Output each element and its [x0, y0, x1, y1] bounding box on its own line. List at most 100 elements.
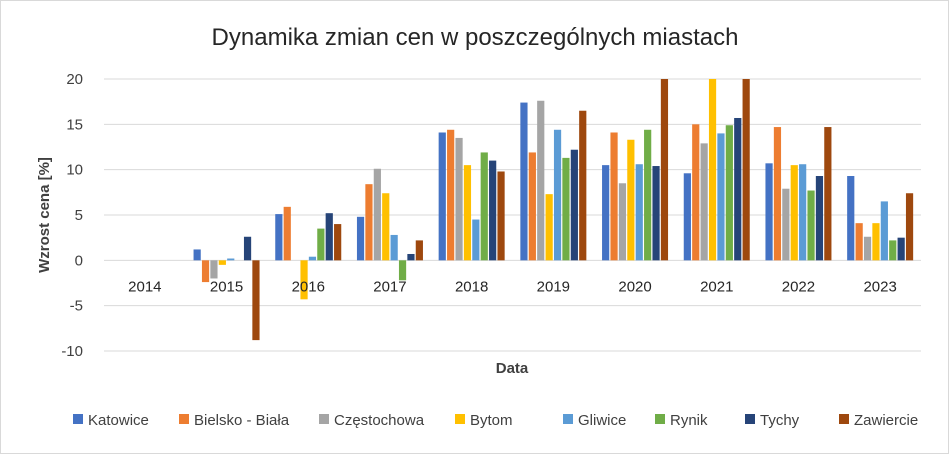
- bar: [765, 163, 773, 261]
- bar: [660, 79, 669, 261]
- bar: [562, 157, 570, 261]
- bar: [905, 193, 914, 261]
- x-tick-label: 2021: [700, 278, 733, 295]
- legend-label: Zawiercie: [854, 412, 918, 429]
- bar: [365, 184, 373, 261]
- x-axis-title: Data: [496, 360, 529, 377]
- legend-label: Tychy: [760, 412, 800, 429]
- bar: [692, 124, 700, 261]
- bar: [398, 260, 407, 281]
- bar: [528, 152, 536, 261]
- bar: [537, 100, 545, 261]
- bar: [308, 256, 317, 261]
- bar: [334, 224, 342, 261]
- x-tick-label: 2016: [292, 278, 325, 295]
- bar: [627, 139, 635, 261]
- bar: [799, 164, 807, 261]
- bar: [807, 190, 815, 261]
- legend-swatch: [73, 414, 83, 424]
- legend-swatch: [179, 414, 189, 424]
- y-tick-label: 20: [66, 71, 83, 88]
- bar: [635, 164, 643, 261]
- bar: [472, 219, 480, 261]
- legend-swatch: [655, 414, 665, 424]
- bar: [325, 213, 333, 261]
- legend-swatch: [563, 414, 573, 424]
- bar: [708, 79, 717, 261]
- y-tick-label: -5: [70, 298, 83, 315]
- bar: [725, 125, 733, 261]
- legend: Katowice Bielsko - Biała Częstochowa Bytom G…: [73, 412, 918, 429]
- legend-label: Częstochowa: [334, 412, 425, 429]
- bar: [390, 234, 398, 261]
- x-tick-label: 2020: [618, 278, 651, 295]
- bar: [447, 129, 455, 261]
- chart-title: Dynamika zmian cen w poszczególnych mias…: [212, 24, 739, 51]
- bar: [700, 143, 708, 261]
- y-tick-labels: -10 -5 0 5 10 15 20: [61, 71, 83, 360]
- x-tick-label: 2018: [455, 278, 488, 295]
- bar: [373, 168, 381, 261]
- x-tick-label: 2015: [210, 278, 243, 295]
- bars: [193, 79, 914, 341]
- x-tick-label: 2019: [537, 278, 570, 295]
- legend-label: Rynik: [670, 412, 708, 429]
- bar: [317, 228, 325, 261]
- bar: [683, 173, 691, 261]
- bar: [570, 149, 578, 261]
- bar: [438, 132, 446, 261]
- bar: [520, 102, 528, 261]
- x-tick-label: 2017: [373, 278, 406, 295]
- bar: [415, 240, 423, 261]
- bar: [602, 165, 610, 261]
- bar: [553, 129, 562, 261]
- bar: [652, 166, 660, 261]
- bar: [618, 183, 627, 261]
- y-tick-label: 5: [75, 207, 83, 224]
- bar: [855, 223, 863, 261]
- legend-label: Gliwice: [578, 412, 626, 429]
- bar: [382, 193, 390, 261]
- bar: [773, 127, 782, 261]
- legend-swatch: [839, 414, 849, 424]
- bar: [610, 132, 618, 261]
- gridlines: [104, 78, 921, 352]
- legend-swatch: [319, 414, 329, 424]
- bar: [275, 214, 283, 261]
- bar: [889, 240, 897, 261]
- bar: [824, 127, 832, 261]
- bar: [218, 260, 226, 265]
- bar: [243, 236, 252, 261]
- bar: [815, 176, 824, 261]
- legend-swatch: [455, 414, 465, 424]
- bar: [407, 253, 415, 261]
- y-tick-label: -10: [61, 343, 83, 360]
- bar: [210, 260, 218, 279]
- x-tick-labels: 2014 2015 2016 2017 2018 2019 2020 2021 2022 2023: [128, 278, 897, 295]
- bar: [252, 260, 260, 341]
- bar: [227, 258, 235, 261]
- y-tick-label: 15: [66, 116, 83, 133]
- bar: [644, 129, 652, 261]
- bar: [872, 223, 880, 261]
- legend-label: Bytom: [470, 412, 513, 429]
- bar: [193, 249, 201, 261]
- bar: [734, 117, 742, 261]
- legend-label: Bielsko - Biała: [194, 412, 290, 429]
- bar: [782, 188, 790, 261]
- bar: [480, 152, 488, 261]
- y-tick-label: 0: [75, 252, 83, 269]
- bar: [545, 194, 553, 261]
- bar: [455, 137, 463, 261]
- bar: [863, 236, 872, 261]
- bar: [742, 79, 750, 261]
- legend-label: Katowice: [88, 412, 149, 429]
- bar: [300, 260, 308, 300]
- x-tick-label: 2022: [782, 278, 815, 295]
- bar: [790, 165, 798, 261]
- bar: [847, 176, 855, 261]
- bar: [356, 216, 365, 261]
- bar: [283, 206, 291, 261]
